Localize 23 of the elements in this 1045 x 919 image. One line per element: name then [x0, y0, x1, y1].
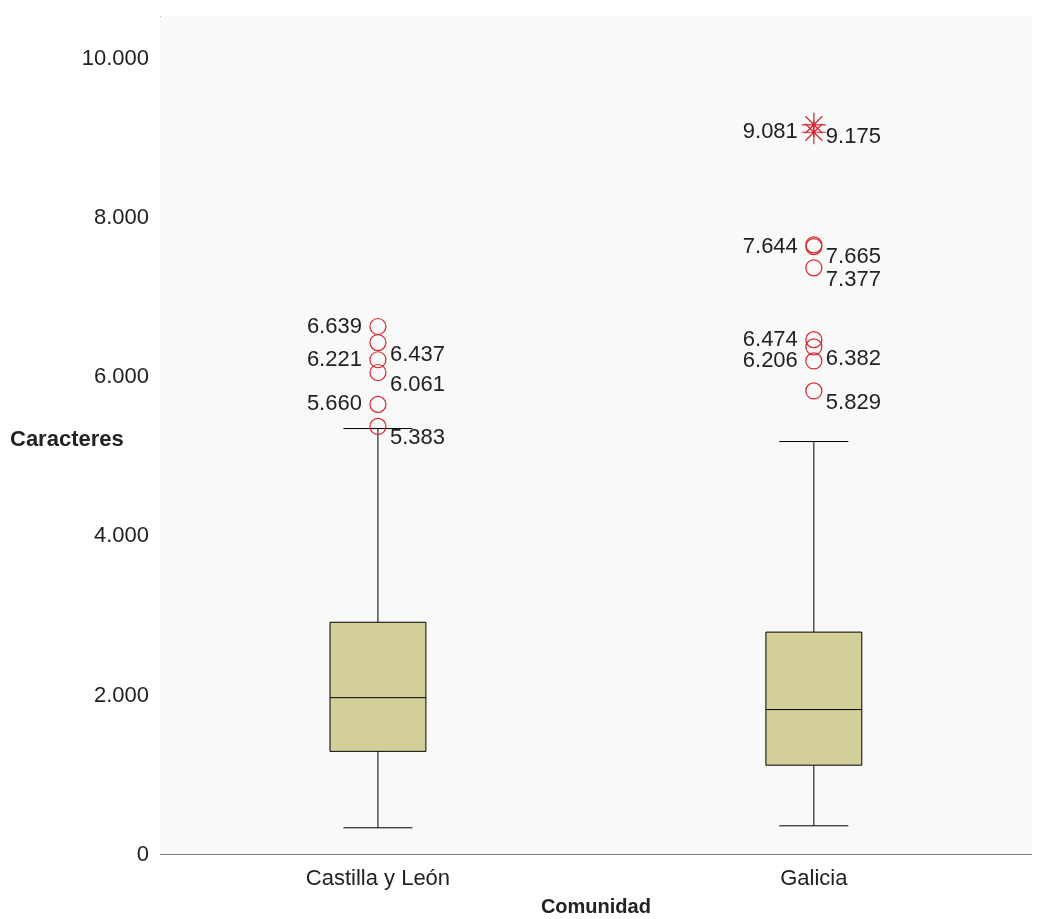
annotation: 6.221 [306, 345, 362, 371]
y-tick-label: 6.000 [93, 363, 149, 389]
annotation: 9.081 [742, 118, 798, 144]
annotation: 9.175 [825, 122, 881, 148]
annotation: 7.377 [825, 265, 881, 291]
x-axis-title: Comunidad [540, 894, 651, 917]
annotation: 5.829 [825, 389, 881, 414]
annotation: 5.383 [389, 424, 446, 450]
annotation: 5.660 [306, 390, 362, 416]
y-tick-label: 0 [136, 840, 149, 866]
y-axis-title: Caracteres [10, 426, 124, 452]
annotation: 6.437 [389, 340, 446, 366]
annotation: 6.382 [825, 345, 881, 371]
y-tick-label: 8.000 [93, 204, 149, 230]
y-tick-label: 4.000 [93, 522, 149, 548]
x-tick-label: Galicia [780, 864, 849, 890]
y-tick-label: 2.000 [93, 681, 149, 707]
x-tick-label: Castilla y León [305, 864, 451, 890]
annotation: 7.665 [825, 242, 881, 268]
y-tick-label: 10.000 [81, 45, 149, 71]
annotation: 6.061 [389, 370, 446, 396]
annotation: 7.644 [742, 232, 798, 258]
annotation: 6.639 [306, 312, 362, 338]
